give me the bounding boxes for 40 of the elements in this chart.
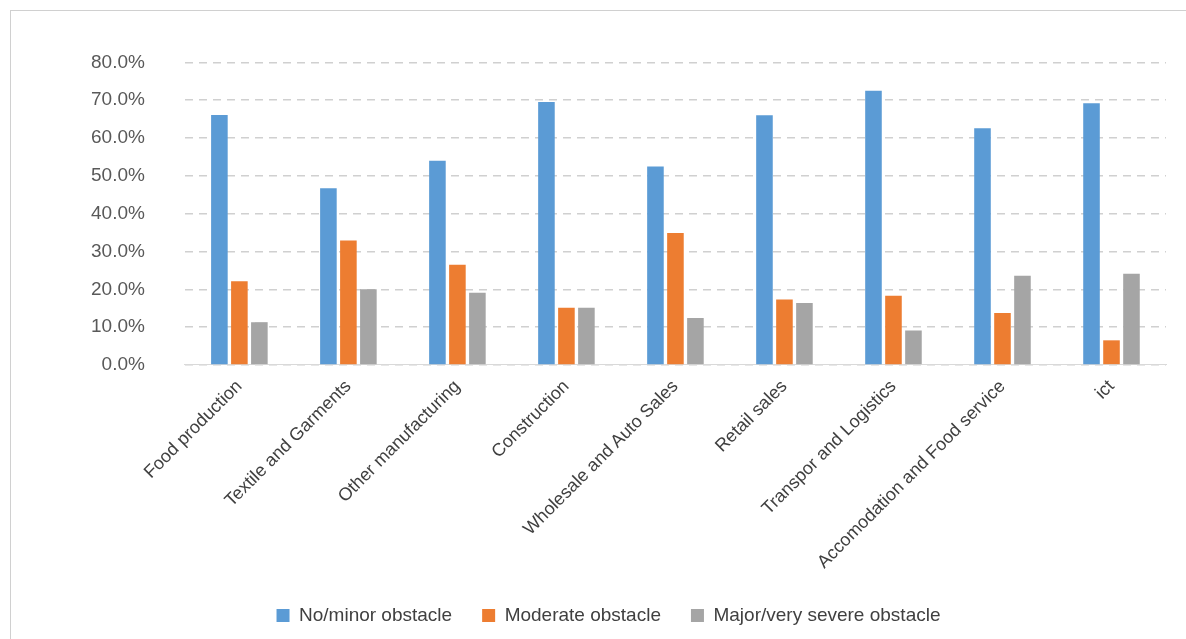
y-tick-label: 10.0% [91,315,145,337]
bar [538,102,555,365]
bar [667,232,684,365]
legend-label: No/minor obstacle [299,603,453,625]
bar [449,264,466,365]
bar [340,240,357,365]
bar [578,307,595,365]
bar [865,90,882,365]
bar [885,295,902,365]
bar [558,307,575,365]
legend-label: Major/very severe obstacle [713,603,941,625]
bar [974,128,991,365]
bar [1083,103,1100,365]
bar [905,330,922,365]
bar [796,302,813,365]
bar [211,114,228,365]
x-tick-label: ict [1090,375,1118,403]
y-tick-label: 30.0% [91,239,145,261]
y-tick-label: 40.0% [91,201,145,223]
bar [687,318,704,365]
bar [776,299,793,365]
y-tick-label: 70.0% [91,88,145,110]
bar [429,160,446,365]
legend-label: Moderate obstacle [504,603,661,625]
bar [320,188,337,365]
bar [469,292,486,365]
y-tick-label: 60.0% [91,126,145,148]
bar [1103,340,1120,365]
bar [994,313,1011,365]
bar [1014,275,1031,365]
bar [231,281,248,365]
y-tick-label: 80.0% [91,50,145,72]
bar [647,166,664,365]
y-tick-label: 50.0% [91,164,145,186]
bar [360,289,377,365]
bar [1123,273,1140,365]
y-tick-label: 0.0% [101,353,145,375]
y-tick-label: 20.0% [91,277,145,299]
bar [251,322,268,365]
bar [756,115,773,365]
